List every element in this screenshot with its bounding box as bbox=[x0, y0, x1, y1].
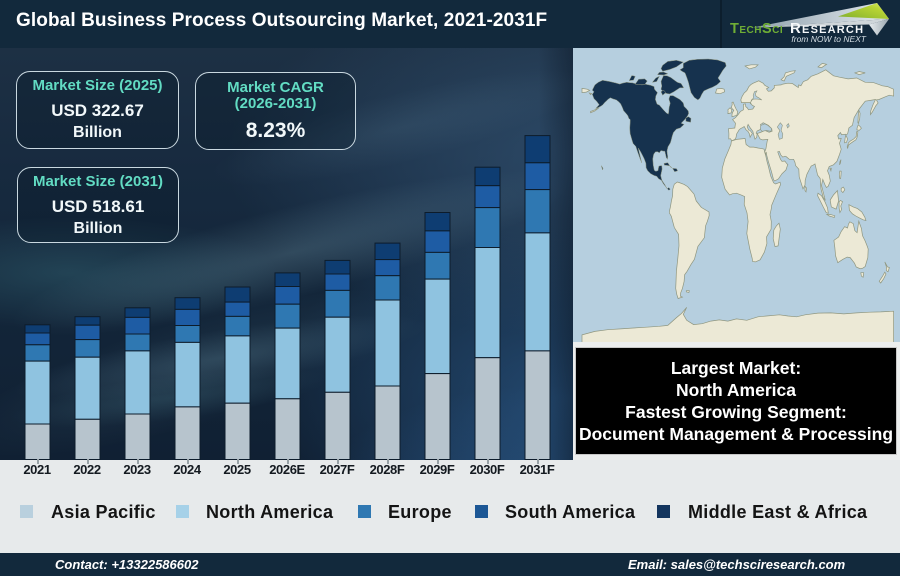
svg-text:Research: Research bbox=[790, 20, 864, 37]
svg-text:TechSci: TechSci bbox=[730, 21, 783, 37]
svg-text:from NOW to NEXT: from NOW to NEXT bbox=[791, 34, 866, 44]
